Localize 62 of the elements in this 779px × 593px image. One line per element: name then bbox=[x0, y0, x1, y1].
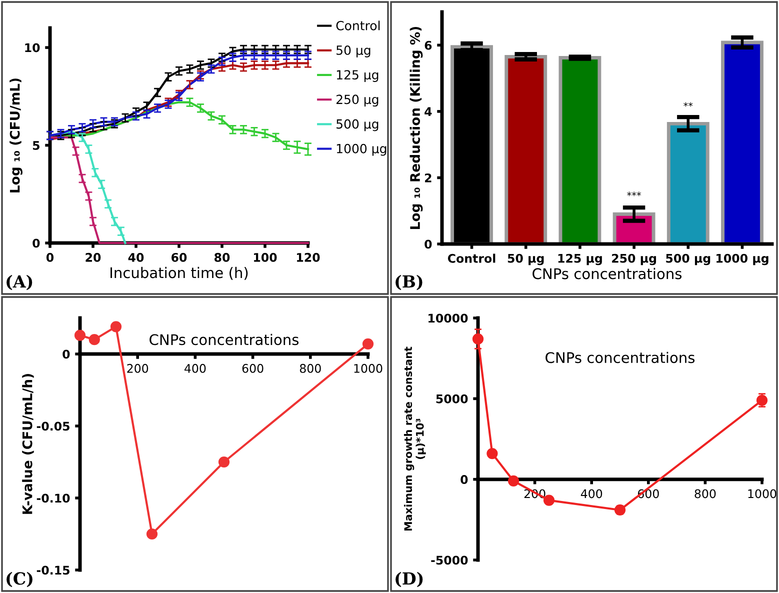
y-axis-title: K-value (CFU/mL/h) bbox=[22, 374, 34, 514]
x-tick-label: 100 bbox=[254, 252, 277, 262]
y-tick-label: 0 bbox=[424, 240, 432, 249]
x-tick-label: 200 bbox=[127, 364, 148, 373]
legend-label: 50 µg bbox=[336, 45, 370, 58]
y-tick-label: -5000 bbox=[431, 556, 468, 565]
y-tick-label: 5 bbox=[32, 141, 40, 150]
y-tick-label: 4 bbox=[424, 107, 432, 116]
x-tick-label: 250 µg bbox=[612, 254, 656, 266]
x-tick-label: 80 bbox=[214, 252, 230, 262]
annotation: *** bbox=[627, 192, 642, 196]
legend-label: 125 µg bbox=[336, 70, 378, 82]
x-tick-label: 800 bbox=[694, 489, 716, 498]
y-tick-label: 0 bbox=[62, 350, 70, 359]
legend-label: 500 µg bbox=[336, 119, 378, 132]
text: CNPs concentrations bbox=[150, 334, 299, 346]
text: CNPs concentrations bbox=[546, 352, 695, 364]
x-tick-label: 600 bbox=[242, 364, 264, 373]
y-tick-label: 0 bbox=[460, 475, 468, 484]
x-tick-label: 800 bbox=[300, 364, 321, 373]
x-tick-label: 50 µg bbox=[508, 254, 544, 266]
x-tick-label: 1000 µg bbox=[716, 254, 768, 266]
legend-label: 1000 µg bbox=[336, 144, 386, 156]
point bbox=[146, 528, 158, 540]
y-tick-label: 2 bbox=[424, 173, 432, 182]
y-tick-label: -0.05 bbox=[36, 422, 70, 431]
y-axis-title: Log ₁₀ Reduction (Killing %) bbox=[410, 26, 423, 229]
y-tick-label: 5000 bbox=[436, 394, 468, 404]
y-tick-label: 0 bbox=[32, 238, 40, 248]
y-tick-label: 10000 bbox=[428, 314, 468, 323]
x-tick-label: 20 bbox=[86, 252, 101, 262]
point bbox=[218, 456, 230, 468]
y-axis-title: Maximum growth rate constant (µ)*10³ bbox=[404, 346, 426, 531]
point bbox=[88, 334, 100, 346]
text: (A) bbox=[6, 274, 32, 290]
x-tick-label: 125 µg bbox=[558, 254, 602, 266]
x-tick-label: 400 bbox=[184, 364, 206, 373]
x-axis-title: Incubation time (h) bbox=[110, 266, 248, 280]
x-tick-label: 1000 bbox=[354, 364, 382, 373]
annotation: ** bbox=[684, 102, 693, 107]
legend-label: Control bbox=[336, 20, 380, 30]
x-axis-title: CNPs concentrations bbox=[532, 268, 682, 280]
x-tick-label: 60 bbox=[172, 252, 187, 262]
text: (B) bbox=[396, 274, 422, 290]
y-tick-label: -0.10 bbox=[36, 494, 70, 503]
x-tick-label: 500 µg bbox=[666, 254, 710, 266]
y-tick-label: 6 bbox=[424, 40, 432, 50]
x-tick-label: 400 bbox=[580, 489, 602, 498]
x-tick-label: 1000 bbox=[748, 489, 776, 498]
y-tick-label: 10 bbox=[25, 43, 40, 52]
point bbox=[472, 333, 484, 345]
y-tick-label: -0.15 bbox=[36, 566, 70, 575]
point bbox=[74, 330, 86, 341]
x-tick-label: 40 bbox=[128, 252, 144, 262]
point bbox=[362, 338, 374, 350]
point bbox=[110, 321, 122, 332]
x-tick-label: Control bbox=[448, 254, 496, 263]
legend-label: 250 µg bbox=[336, 94, 378, 107]
text: (C) bbox=[6, 572, 32, 588]
y-axis-title: Log ₁₀ (CFU/mL) bbox=[10, 78, 22, 192]
text: (D) bbox=[396, 572, 423, 588]
x-tick-label: 120 bbox=[297, 252, 320, 262]
